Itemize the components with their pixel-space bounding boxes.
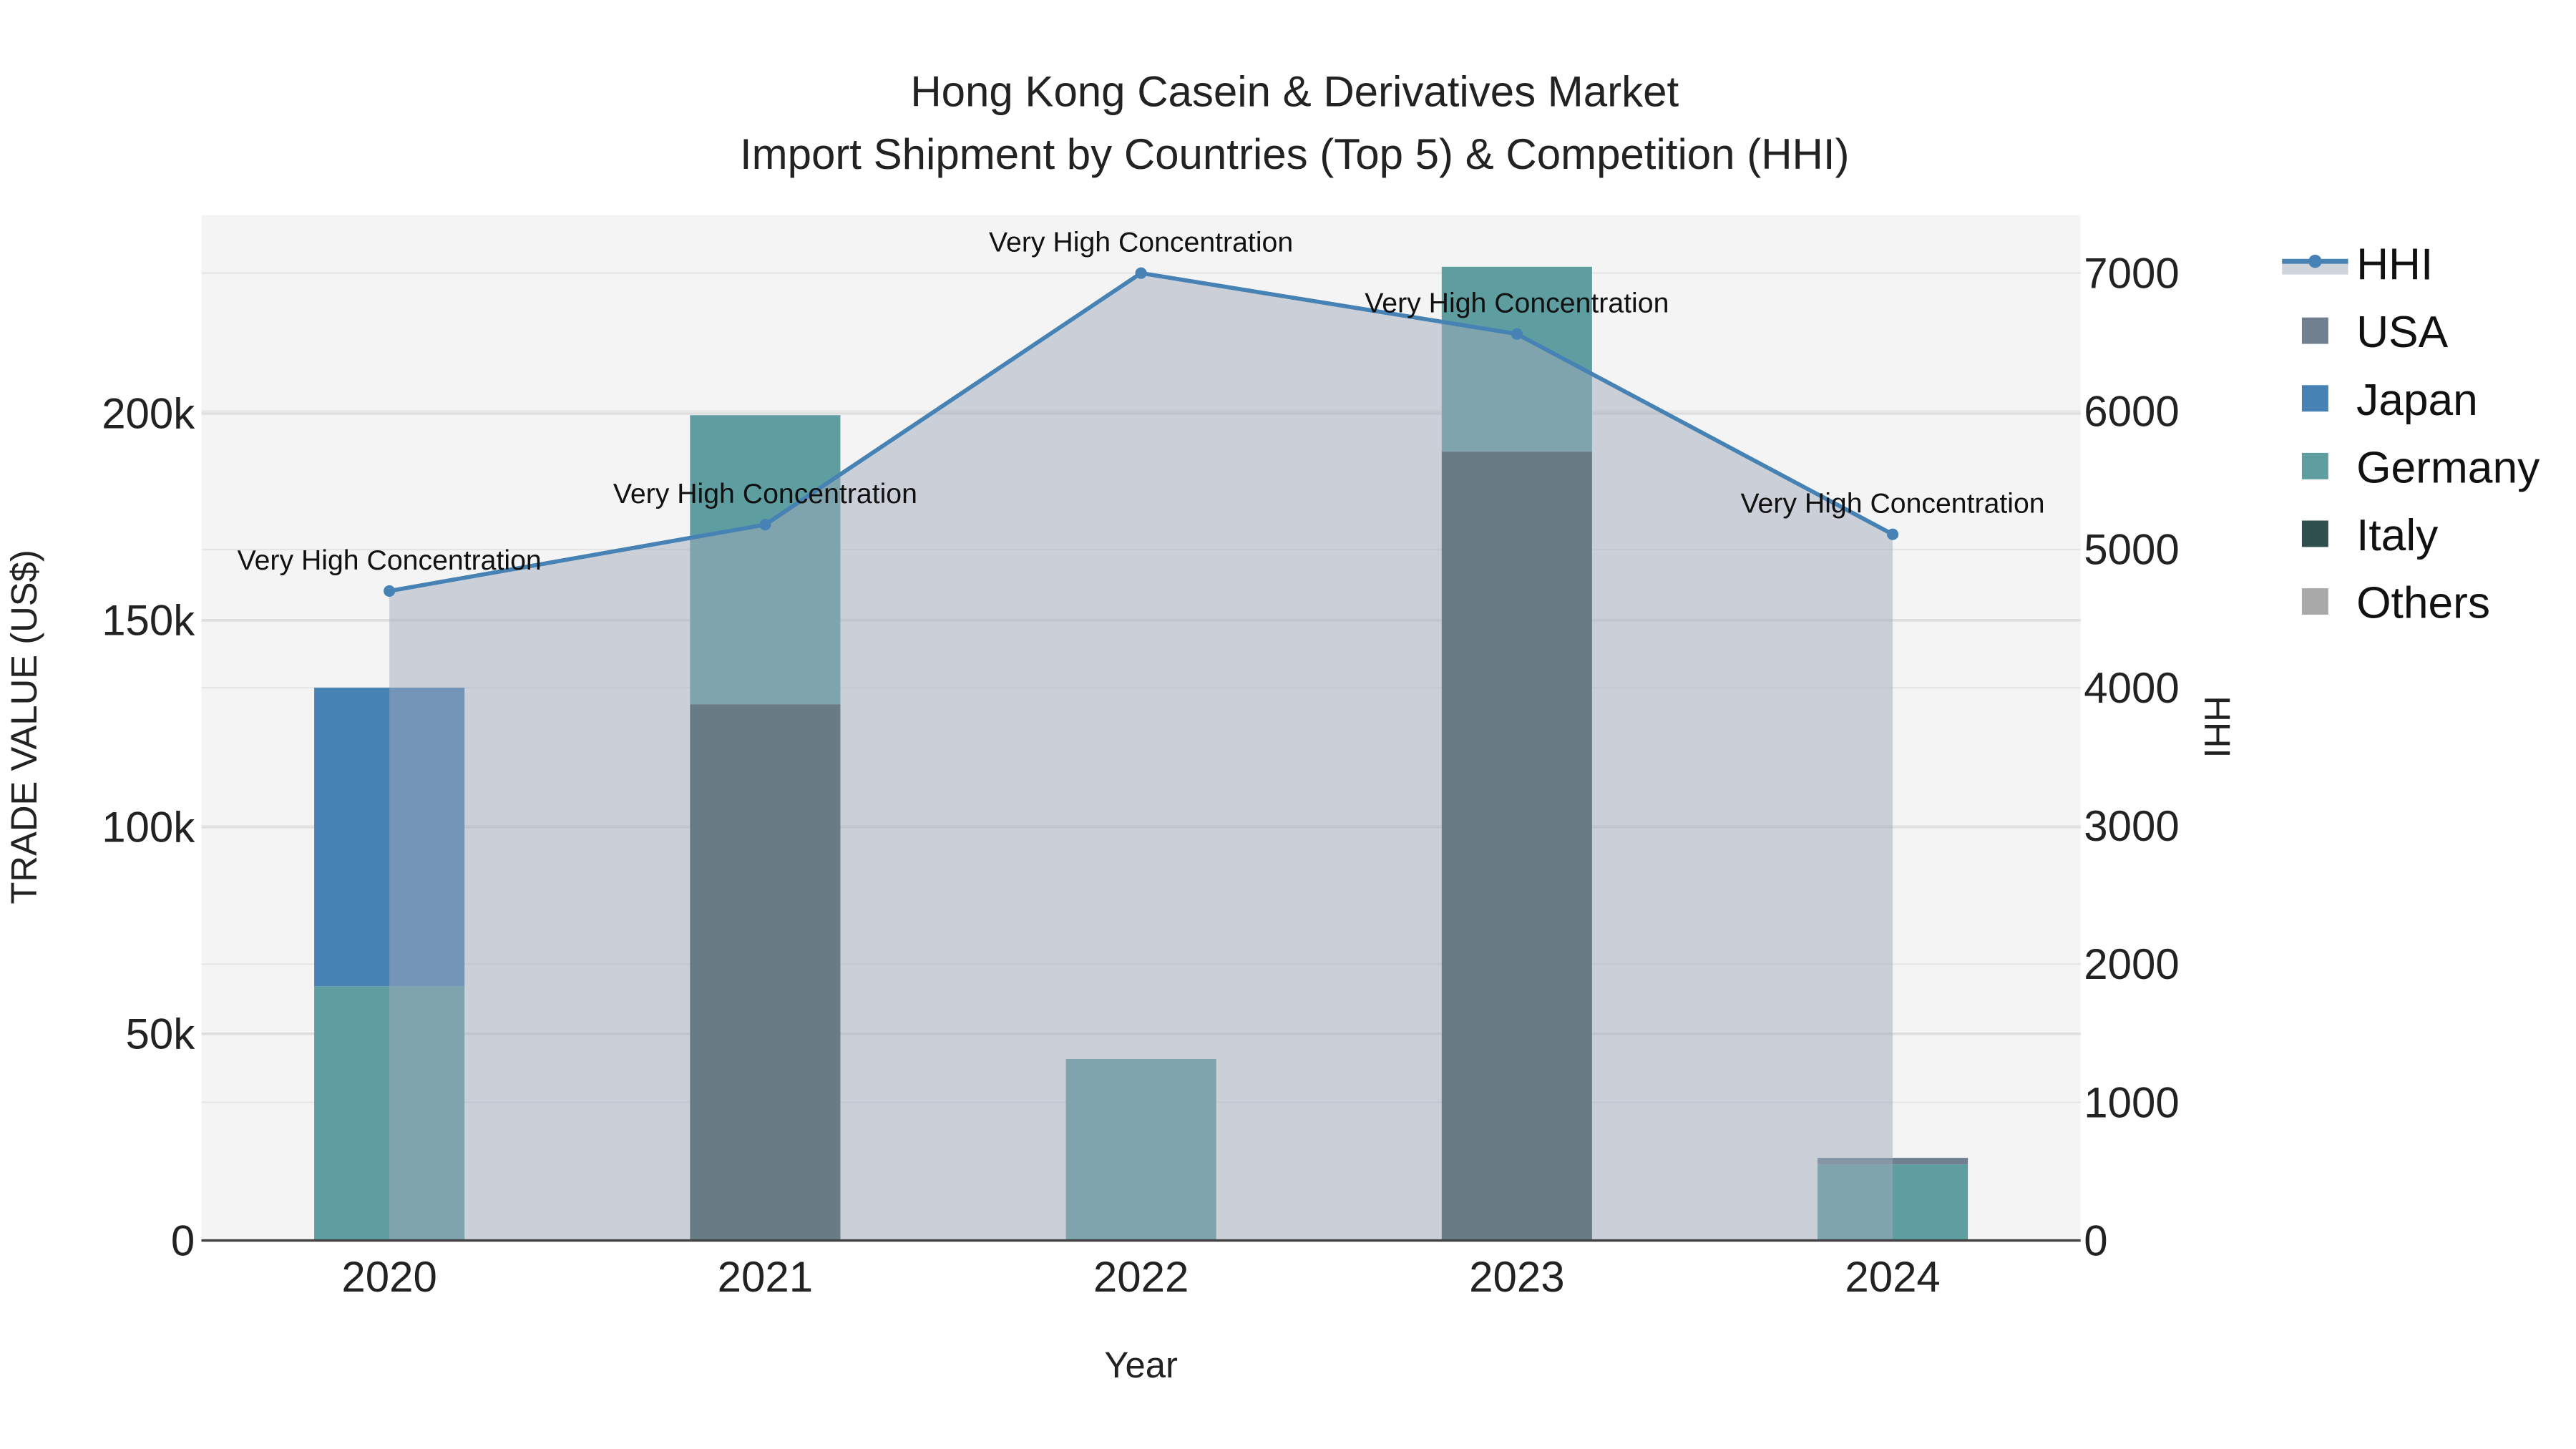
y2-tick-label: 0 — [2084, 1216, 2107, 1264]
y2-axis-label: HHI — [2197, 696, 2238, 758]
y2-axis-ticks: 0 1000 2000 3000 4000 5000 6000 7000 — [2084, 249, 2179, 1264]
bar-usa-2024 — [1818, 1158, 1968, 1165]
legend-usa-swatch-icon — [2301, 317, 2328, 344]
y-tick-label: 150k — [102, 597, 195, 645]
y2-tick-label: 3000 — [2084, 802, 2179, 850]
x-tick-label: 2020 — [341, 1253, 436, 1301]
y-tick-label: 100k — [102, 804, 195, 852]
chart-subtitle: Import Shipment by Countries (Top 5) & C… — [740, 130, 1850, 178]
x-tick-label: 2023 — [1469, 1253, 1564, 1301]
chart-title: Hong Kong Casein & Derivatives Market — [910, 67, 1679, 115]
y2-tick-label: 2000 — [2084, 940, 2179, 988]
y-axis-ticks: 0 50k 100k 150k 200k — [102, 390, 195, 1265]
hhi-area-fill — [389, 273, 1893, 1241]
y2-tick-label: 1000 — [2084, 1078, 2179, 1126]
y2-tick-label: 6000 — [2084, 388, 2179, 436]
y-axis-label: TRADE VALUE (US$) — [4, 550, 44, 904]
legend-hhi-marker-icon — [2308, 254, 2322, 268]
legend-hhi-fill-icon — [2282, 263, 2348, 275]
x-axis-label: Year — [1104, 1345, 1178, 1385]
legend-label-italy: Italy — [2356, 511, 2439, 560]
hhi-point-2020 — [384, 585, 396, 597]
legend-others-swatch-icon — [2301, 588, 2328, 615]
legend-italy-swatch-icon — [2301, 520, 2328, 547]
y2-tick-label: 7000 — [2084, 249, 2179, 297]
hhi-annotation: Very High Concentration — [613, 478, 917, 509]
legend-label-others: Others — [2356, 579, 2490, 628]
hhi-annotation: Very High Concentration — [1741, 488, 2045, 519]
hhi-area — [389, 273, 1893, 1241]
y2-tick-label: 5000 — [2084, 526, 2179, 574]
hhi-line: Very High Concentration Very High Concent… — [238, 227, 2045, 597]
y-tick-label: 0 — [171, 1216, 195, 1264]
y2-tick-label: 4000 — [2084, 664, 2179, 712]
hhi-point-2023 — [1511, 328, 1523, 340]
legend: HHI USA Japan Germany Italy Others — [2282, 240, 2540, 628]
legend-label-usa: USA — [2356, 308, 2449, 357]
y-tick-label: 50k — [126, 1010, 196, 1058]
hhi-annotation: Very High Concentration — [989, 227, 1293, 258]
hhi-point-2024 — [1887, 528, 1899, 540]
legend-japan-swatch-icon — [2301, 385, 2328, 412]
legend-label-hhi: HHI — [2356, 240, 2433, 290]
legend-label-germany: Germany — [2356, 443, 2540, 492]
x-tick-label: 2021 — [718, 1253, 813, 1301]
legend-label-japan: Japan — [2356, 376, 2478, 425]
hhi-annotation: Very High Concentration — [238, 545, 542, 576]
x-axis-ticks: 2020 2021 2022 2023 2024 — [341, 1253, 1940, 1301]
x-tick-label: 2024 — [1845, 1253, 1940, 1301]
hhi-point-2021 — [759, 519, 771, 531]
x-tick-label: 2022 — [1093, 1253, 1189, 1301]
legend-germany-swatch-icon — [2301, 452, 2328, 479]
hhi-annotation: Very High Concentration — [1365, 288, 1669, 319]
y-tick-label: 200k — [102, 390, 195, 438]
hhi-point-2022 — [1135, 267, 1147, 279]
